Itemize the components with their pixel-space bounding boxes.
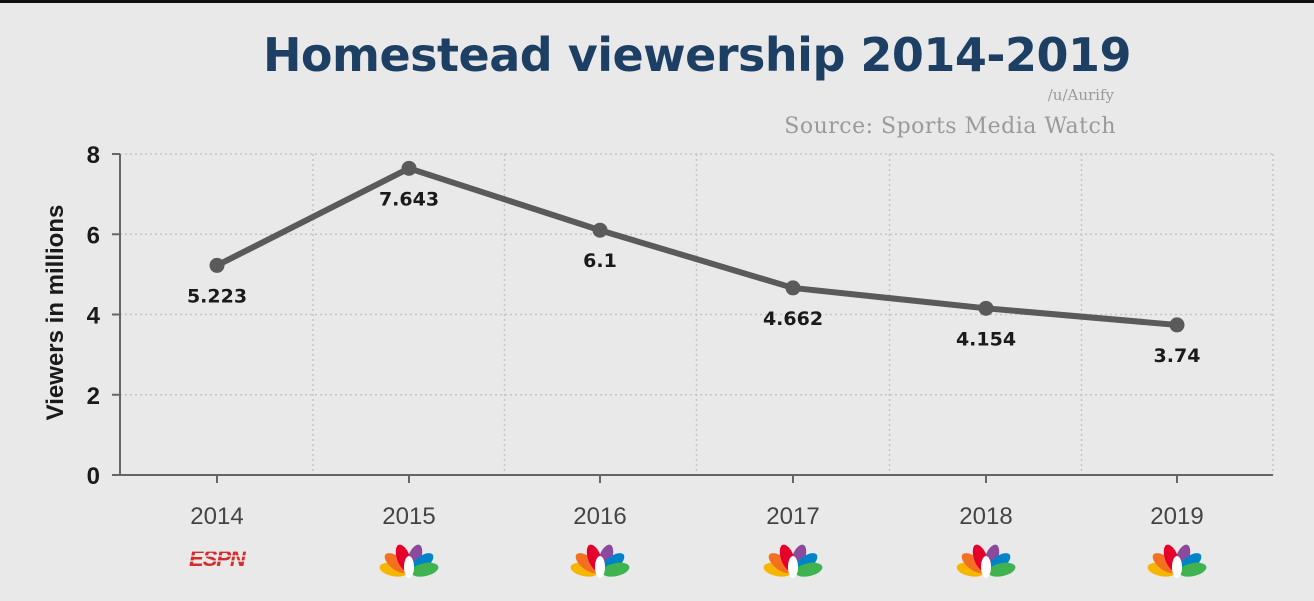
peacock-feather bbox=[1178, 562, 1207, 577]
y-tick-label: 2 bbox=[87, 383, 100, 410]
data-label: 6.1 bbox=[583, 250, 617, 272]
x-tick-label: 2016 bbox=[573, 503, 626, 530]
data-point bbox=[401, 160, 417, 176]
data-label: 5.223 bbox=[187, 285, 247, 307]
nbc-peacock-logo bbox=[379, 544, 439, 578]
y-tick-label: 4 bbox=[87, 303, 101, 330]
nbc-peacock-logo bbox=[1147, 544, 1207, 578]
data-point bbox=[209, 257, 225, 273]
peacock-feather bbox=[987, 562, 1016, 577]
y-axis-label: Viewers in millions bbox=[42, 205, 69, 421]
y-tick-label: 6 bbox=[87, 222, 100, 249]
x-tick-label: 2014 bbox=[190, 503, 243, 530]
peacock-body bbox=[1172, 556, 1182, 578]
data-label: 3.74 bbox=[1154, 345, 1201, 367]
data-label: 4.154 bbox=[956, 328, 1016, 350]
x-tick-label: 2019 bbox=[1150, 503, 1203, 530]
data-point bbox=[785, 280, 801, 296]
peacock-body bbox=[788, 556, 798, 578]
peacock-body bbox=[981, 556, 991, 578]
y-tick-label: 8 bbox=[87, 142, 100, 169]
x-tick-label: 2015 bbox=[382, 503, 435, 530]
espn-logo-mark: ESPN bbox=[189, 546, 247, 571]
data-label: 7.643 bbox=[379, 188, 439, 210]
series-line bbox=[214, 165, 1180, 328]
peacock-feather bbox=[410, 562, 439, 577]
x-tick-label: 2018 bbox=[959, 503, 1012, 530]
x-tick-label: 2017 bbox=[766, 503, 819, 530]
chart-title: Homestead viewership 2014-2019 bbox=[262, 28, 1132, 82]
nbc-peacock-logo bbox=[956, 544, 1016, 578]
chart-credit: /u/Aurify bbox=[1047, 86, 1114, 104]
data-point bbox=[592, 222, 608, 238]
chart-source: Source: Sports Media Watch bbox=[784, 114, 1116, 139]
nbc-peacock-logo bbox=[763, 544, 823, 578]
y-tick-label: 0 bbox=[87, 463, 100, 490]
espn-logo: ESPN bbox=[183, 546, 251, 571]
top-border bbox=[0, 0, 1314, 3]
peacock-feather bbox=[601, 562, 630, 577]
data-label: 4.662 bbox=[763, 308, 823, 330]
peacock-body bbox=[595, 556, 605, 578]
peacock-body bbox=[404, 556, 414, 578]
data-point bbox=[978, 300, 994, 316]
nbc-peacock-logo bbox=[570, 544, 630, 578]
data-point bbox=[1169, 317, 1185, 333]
peacock-feather bbox=[794, 562, 823, 577]
